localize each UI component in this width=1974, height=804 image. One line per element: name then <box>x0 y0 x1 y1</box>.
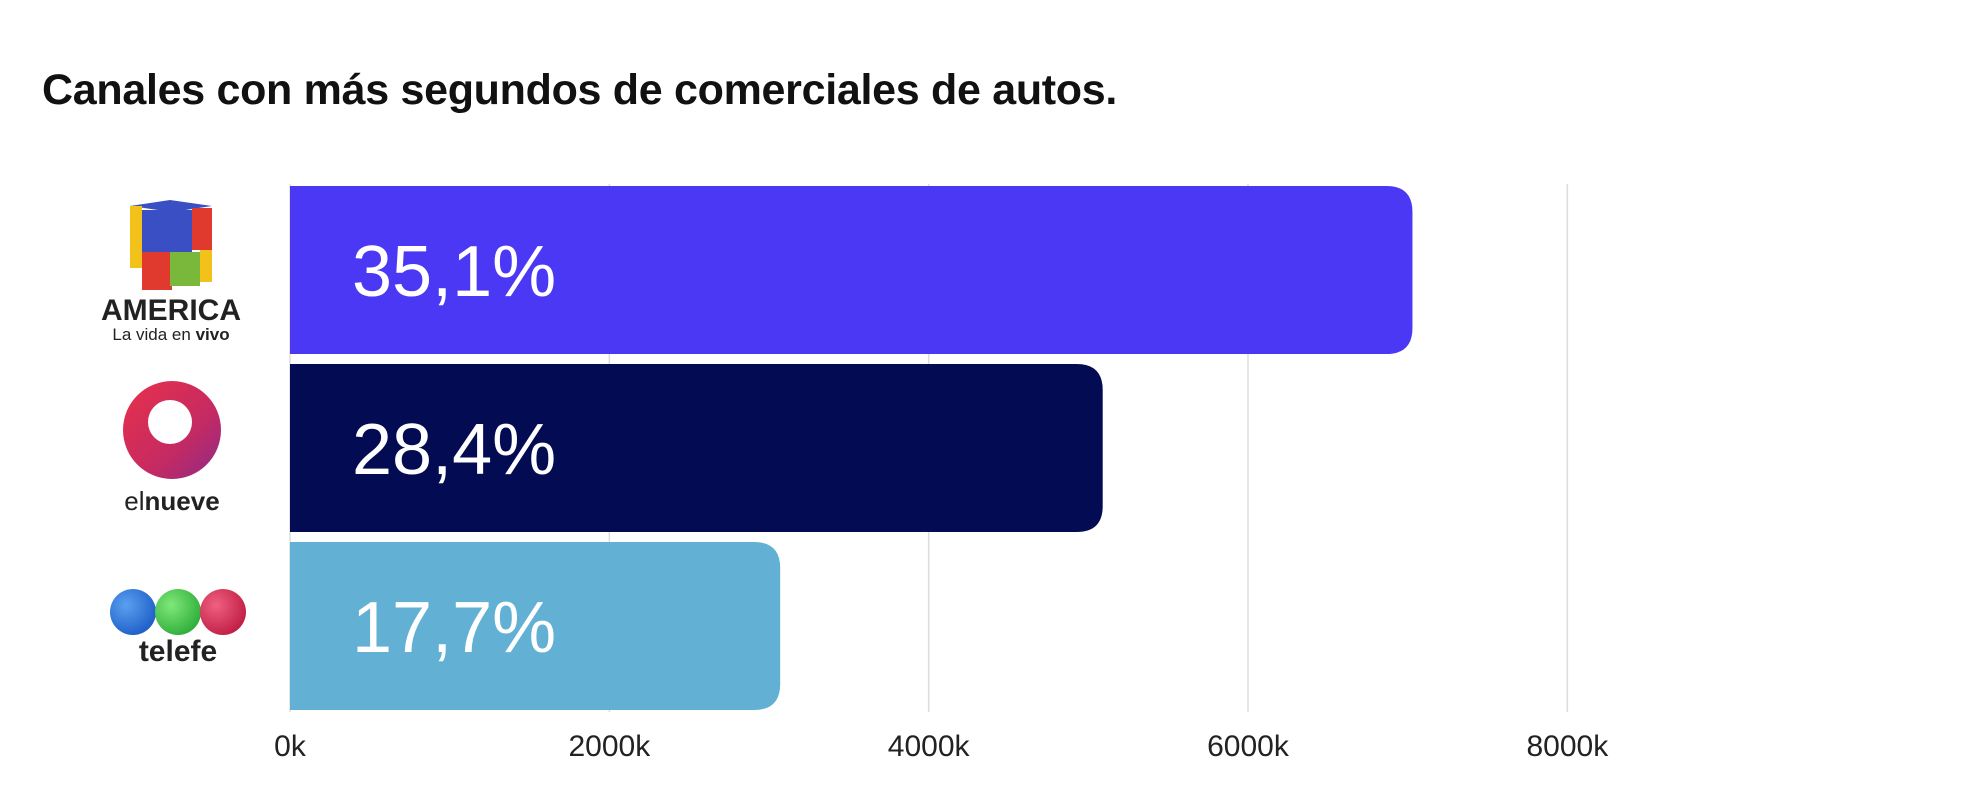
america-cube-yellow <box>130 206 142 268</box>
elnueve-text-bold: nueve <box>145 486 220 516</box>
america-brand-text: AMERICA <box>101 294 241 327</box>
bars: 35,1% 28,4% 17,7% <box>290 186 1413 710</box>
telefe-text: telefe <box>139 635 217 668</box>
bar-value-label: 17,7% <box>352 588 556 668</box>
bar-el-nueve <box>290 364 1103 532</box>
america-tagline-bold: vivo <box>196 325 230 344</box>
telefe-blue-ball-icon <box>110 589 156 635</box>
america-cube-red-right <box>192 208 212 250</box>
x-tick-label: 2000k <box>568 730 651 763</box>
america-logo: AMERICA La vida en vivo <box>101 200 241 344</box>
america-cube-blue <box>142 210 192 252</box>
bar-value-label: 28,4% <box>352 410 556 490</box>
x-tick-label: 0k <box>274 730 307 763</box>
america-tagline-prefix: La vida en <box>112 325 195 344</box>
bar-telefe <box>290 542 781 710</box>
x-axis: 0k 2000k 4000k 6000k 8000k <box>274 730 1609 763</box>
bar-america <box>290 186 1413 354</box>
america-tagline: La vida en vivo <box>112 325 229 344</box>
elnueve-ring-hole <box>148 400 192 444</box>
america-cube-yellow-right <box>200 250 212 282</box>
telefe-green-ball-icon <box>155 589 201 635</box>
america-cube-red-left <box>142 250 172 290</box>
elnueve-text: elnueve <box>124 486 219 516</box>
elnueve-logo: elnueve <box>123 381 221 516</box>
x-tick-label: 8000k <box>1526 730 1609 763</box>
telefe-red-ball-icon <box>200 589 246 635</box>
chart-title: Canales con más segundos de comerciales … <box>42 66 1118 114</box>
x-tick-label: 6000k <box>1207 730 1290 763</box>
bar-value-label: 35,1% <box>352 232 556 312</box>
telefe-logo: telefe <box>110 589 246 668</box>
america-cube-blue-top <box>130 200 212 212</box>
america-cube-green <box>170 252 200 286</box>
elnueve-text-prefix: el <box>124 486 144 516</box>
x-tick-label: 4000k <box>888 730 971 763</box>
